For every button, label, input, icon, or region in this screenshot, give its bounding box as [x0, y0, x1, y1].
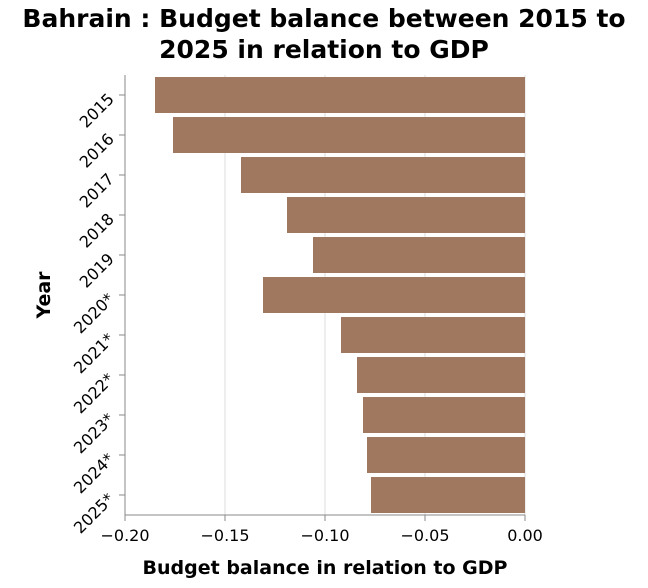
y-tick-label-7: 2022*: [70, 369, 118, 417]
bar-2025-est: [371, 477, 525, 513]
bar-2016: [173, 117, 525, 153]
y-tick-label-4: 2019: [76, 249, 118, 291]
bar-2019: [313, 237, 525, 273]
bar-2020-est: [263, 277, 525, 313]
x-tick-label-2: −0.10: [300, 526, 349, 545]
chart-title-line-1: Bahrain : Budget balance between 2015 to: [22, 4, 625, 33]
bar-2017: [241, 157, 525, 193]
y-tick-label-3: 2018: [76, 209, 118, 251]
x-tick-label-3: −0.05: [400, 526, 449, 545]
x-tick-label-4: 0.00: [507, 526, 543, 545]
y-tick-label-9: 2024*: [70, 449, 118, 497]
bar-2024-est: [367, 437, 525, 473]
chart-title-line-2: 2025 in relation to GDP: [159, 35, 489, 64]
y-tick-label-8: 2023*: [70, 409, 118, 457]
y-tick-label-5: 2020*: [70, 289, 118, 337]
bars: [155, 77, 525, 513]
y-tick-label-0: 2015: [76, 89, 118, 131]
x-tick-label-0: −0.20: [100, 526, 149, 545]
bar-2015: [155, 77, 525, 113]
bar-2023-est: [363, 397, 525, 433]
bar-2018: [287, 197, 525, 233]
y-axis-title: Year: [33, 271, 55, 320]
bar-2022-est: [357, 357, 525, 393]
y-tick-label-1: 2016: [76, 129, 118, 171]
x-axis-title: Budget balance in relation to GDP: [143, 557, 508, 579]
bar-2021-est: [341, 317, 525, 353]
x-tick-label-1: −0.15: [200, 526, 249, 545]
y-tick-label-6: 2021*: [70, 329, 118, 377]
y-tick-label-2: 2017: [76, 169, 118, 211]
